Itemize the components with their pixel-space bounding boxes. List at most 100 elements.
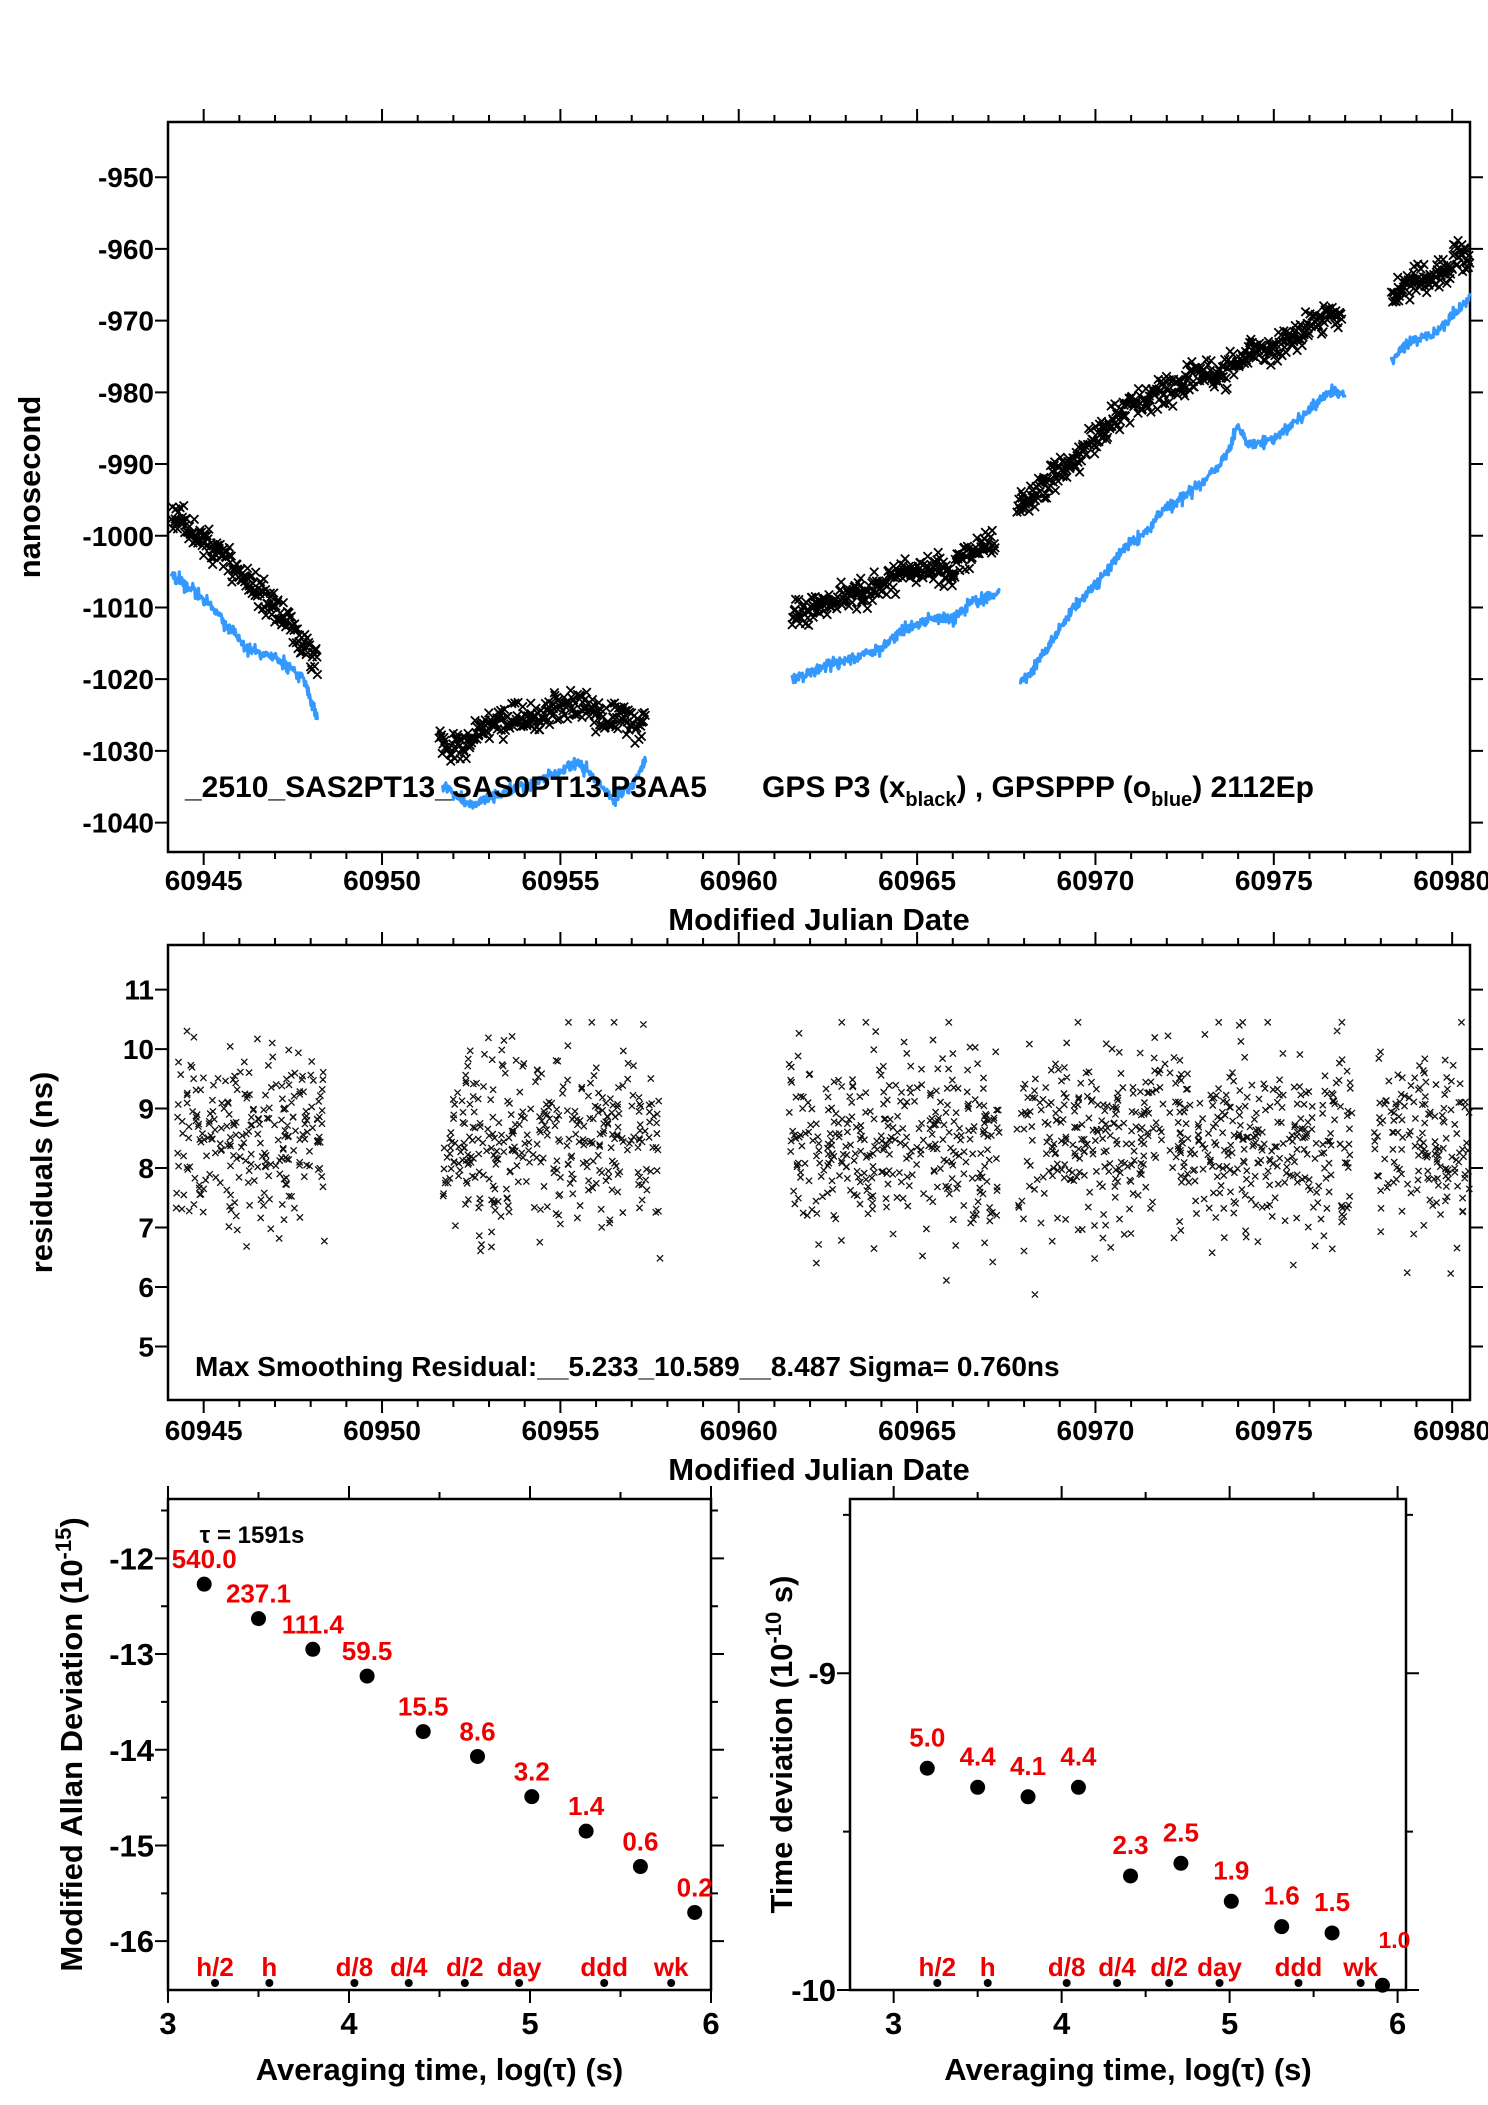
y-tick-label: 6 bbox=[138, 1272, 154, 1303]
y-tick-label: 8 bbox=[138, 1153, 154, 1184]
mdev-point bbox=[687, 1904, 703, 1920]
x-tick-label: 60945 bbox=[165, 1415, 243, 1446]
tau-mark-dot bbox=[933, 1979, 942, 1987]
tau-mark-dot bbox=[1294, 1979, 1303, 1987]
y-tick-label: -12 bbox=[109, 1541, 154, 1576]
y-tick-label: -980 bbox=[98, 377, 154, 408]
y-tick-label: 9 bbox=[138, 1094, 154, 1125]
tau-mark-label: ddd bbox=[580, 1952, 628, 1982]
y-tick-label: -1010 bbox=[82, 592, 154, 623]
mdev-point bbox=[470, 1748, 486, 1764]
y-tick-label: -970 bbox=[98, 306, 154, 337]
tau-mark-label: h/2 bbox=[919, 1952, 957, 1982]
y-tick-label: -9 bbox=[808, 1656, 836, 1691]
x-axis-title: Modified Julian Date bbox=[668, 902, 969, 937]
tau-mark-label: ddd bbox=[1275, 1952, 1323, 1982]
tau-mark-dot bbox=[1165, 1979, 1174, 1987]
x-tick-label: 4 bbox=[340, 2006, 358, 2041]
tau-mark-dot bbox=[515, 1979, 524, 1987]
x-tick-label: 5 bbox=[1221, 2006, 1238, 2041]
tau-mark-label: day bbox=[497, 1952, 542, 1982]
tdev-point bbox=[1223, 1893, 1239, 1909]
y-tick-label: -10 bbox=[791, 1973, 836, 2008]
x-tick-label: 5 bbox=[521, 2006, 538, 2041]
point-value-label: 1.9 bbox=[1213, 1855, 1249, 1885]
x-tick-label: 60975 bbox=[1235, 1415, 1313, 1446]
x-tick-label: 60980 bbox=[1413, 1415, 1488, 1446]
tau-mark-label: d/8 bbox=[336, 1952, 374, 1982]
mdev-point bbox=[305, 1641, 321, 1657]
tau-mark-label: d/4 bbox=[1098, 1952, 1136, 1982]
x-tick-label: 60960 bbox=[700, 865, 778, 896]
tdev-point bbox=[1374, 1977, 1390, 1993]
point-value-label: 111.4 bbox=[282, 1609, 345, 1639]
x-tick-label: 60955 bbox=[521, 865, 599, 896]
x-tick-label: 60960 bbox=[700, 1415, 778, 1446]
y-tick-label: 7 bbox=[138, 1213, 154, 1244]
tau-mark-dot bbox=[1113, 1979, 1122, 1987]
x-tick-label: 60965 bbox=[878, 865, 956, 896]
tau-mark-dot bbox=[404, 1979, 413, 1987]
mdev-point bbox=[251, 1611, 266, 1627]
tau-mark-label: h bbox=[261, 1952, 277, 1982]
mdev-point bbox=[632, 1859, 648, 1875]
x-tick-label: 60980 bbox=[1413, 865, 1488, 896]
point-value-label: 0.2 bbox=[677, 1872, 713, 1902]
mdev-point bbox=[359, 1668, 375, 1684]
plot-frame bbox=[848, 1497, 1408, 1992]
point-value-label: 0.6 bbox=[622, 1827, 658, 1857]
tau-mark-label: d/2 bbox=[446, 1952, 484, 1982]
x-tick-label: 60975 bbox=[1235, 865, 1313, 896]
point-value-label: 4.4 bbox=[960, 1741, 997, 1771]
tau-mark-dot bbox=[460, 1979, 469, 1987]
tau-mark-label: d/2 bbox=[1150, 1952, 1188, 1982]
tau-mark-label: d/4 bbox=[390, 1952, 428, 1982]
tdev-point bbox=[1070, 1779, 1086, 1795]
x-tick-label: 60950 bbox=[343, 1415, 421, 1446]
y-axis-title: residuals (ns) bbox=[24, 1072, 59, 1274]
tau-mark-dot bbox=[350, 1979, 359, 1987]
point-value-label: 540.0 bbox=[172, 1544, 237, 1574]
x-tick-label: 60955 bbox=[521, 1415, 599, 1446]
x-tick-label: 60970 bbox=[1057, 865, 1135, 896]
y-tick-label: -13 bbox=[109, 1637, 154, 1672]
series-blue-line-seg4 bbox=[1389, 293, 1472, 366]
tdev-point bbox=[970, 1779, 986, 1795]
plot-frame bbox=[166, 1497, 713, 1992]
axis-ticks bbox=[837, 1486, 1419, 2003]
tdev-point bbox=[1123, 1868, 1139, 1884]
tdev-point bbox=[1020, 1789, 1036, 1805]
axis-ticks bbox=[155, 932, 1483, 1413]
y-tick-label: -950 bbox=[98, 162, 154, 193]
point-value-label: 15.5 bbox=[398, 1692, 449, 1722]
tau-mark-label: wk bbox=[1342, 1952, 1378, 1982]
plot-title: _2510_SAS2PT13_SAS0PT13.P3AA5 bbox=[184, 771, 707, 804]
tdev-point bbox=[1324, 1925, 1340, 1941]
y-tick-label: -1030 bbox=[82, 736, 154, 767]
tau-mark-dot bbox=[667, 1979, 676, 1987]
mdev-point bbox=[578, 1823, 594, 1839]
x-axis-title: Averaging time, log(τ) (s) bbox=[256, 2052, 624, 2087]
x-tick-label: 6 bbox=[702, 2006, 719, 2041]
x-tick-label: 60950 bbox=[343, 865, 421, 896]
tdev-point bbox=[919, 1760, 935, 1776]
tau-mark-dot bbox=[211, 1979, 220, 1987]
point-value-label: 4.1 bbox=[1010, 1751, 1046, 1781]
y-tick-label: -990 bbox=[98, 449, 154, 480]
point-value-label: 1.5 bbox=[1314, 1887, 1350, 1917]
point-value-label: 2.3 bbox=[1112, 1830, 1148, 1860]
series-blue-line-seg0 bbox=[170, 570, 319, 721]
axis-ticks bbox=[155, 109, 1483, 865]
y-tick-label: 5 bbox=[138, 1331, 154, 1362]
y-tick-label: 10 bbox=[123, 1034, 154, 1065]
y-tick-label: 11 bbox=[124, 975, 154, 1006]
tau-mark-label: d/8 bbox=[1048, 1952, 1086, 1982]
point-value-label: 1.6 bbox=[1264, 1881, 1300, 1911]
tdev-point bbox=[1173, 1855, 1189, 1871]
plot-frame bbox=[166, 943, 1472, 1402]
x-tick-label: 60965 bbox=[878, 1415, 956, 1446]
x-tick-label: 60970 bbox=[1057, 1415, 1135, 1446]
tau-mark-dot bbox=[600, 1979, 609, 1987]
